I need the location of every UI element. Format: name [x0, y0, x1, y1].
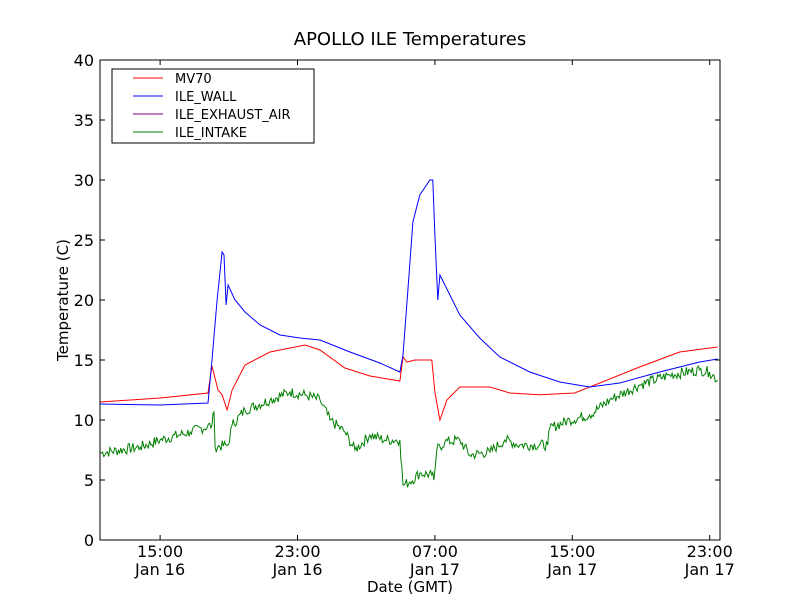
y-tick-label: 25 [74, 231, 94, 250]
x-axis-label: Date (GMT) [367, 578, 453, 596]
y-tick-label: 10 [74, 411, 94, 430]
x-tick-label-date: Jan 17 [546, 560, 597, 579]
series-layer [100, 179, 718, 488]
legend-label: ILE_INTAKE [175, 126, 247, 141]
x-tick-label-date: Jan 16 [134, 560, 185, 579]
x-tick-label-time: 15:00 [549, 542, 595, 561]
x-tick-label-time: 15:00 [137, 542, 183, 561]
plot-frame [99, 59, 721, 541]
y-tick-label: 15 [74, 351, 94, 370]
y-tick-label: 30 [74, 171, 94, 190]
x-tick-label-date: Jan 17 [409, 560, 460, 579]
chart-title: APOLLO ILE Temperatures [294, 29, 526, 50]
legend-label: ILE_WALL [175, 90, 237, 105]
legend-label: MV70 [175, 72, 212, 87]
y-tick-label: 0 [84, 531, 94, 550]
y-tick-label: 40 [74, 51, 94, 70]
x-tick-label-time: 23:00 [274, 542, 320, 561]
x-tick-label-time: 23:00 [687, 542, 733, 561]
legend-box [111, 68, 315, 144]
y-tick-label: 20 [74, 291, 94, 310]
x-tick-label-date: Jan 16 [271, 560, 322, 579]
y-tick-label: 5 [84, 471, 94, 490]
y-tick-label: 35 [74, 111, 94, 130]
y-axis-label: Temperature (C) [54, 239, 72, 362]
legend: MV70 ILE_WALL ILE_EXHAUST_AIR ILE_INTAKE [111, 68, 315, 144]
series-line-ile-intake [100, 365, 718, 488]
x-tick-label-time: 07:00 [412, 542, 458, 561]
x-tick-label-date: Jan 17 [684, 560, 735, 579]
legend-label: ILE_EXHAUST_AIR [175, 108, 291, 123]
series-line-ile-wall [100, 179, 718, 406]
